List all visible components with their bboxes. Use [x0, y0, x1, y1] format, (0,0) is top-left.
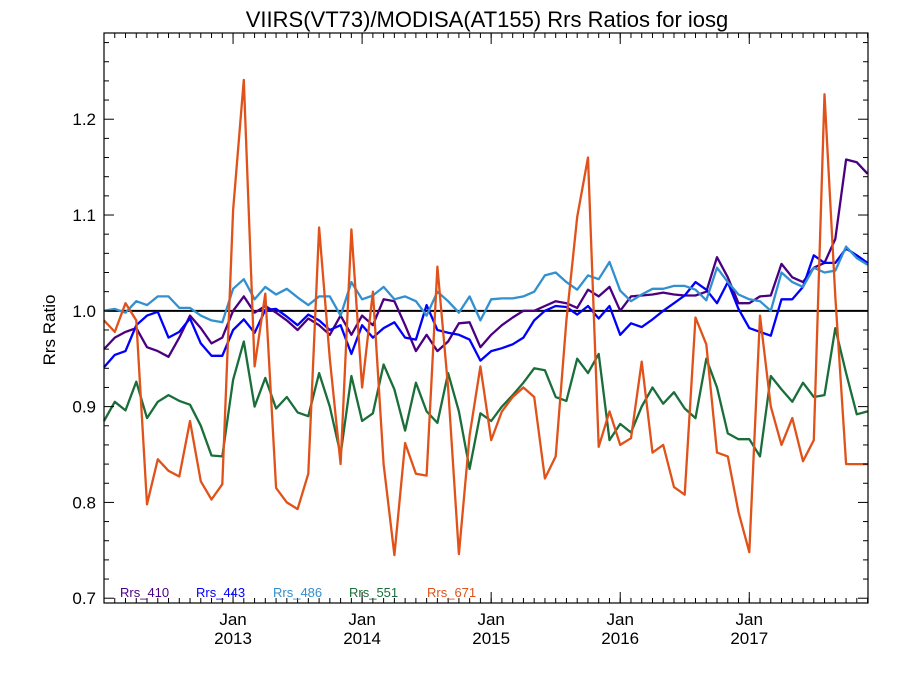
series-line-rrs-551: [102, 326, 868, 471]
legend-item-rrs-443: Rrs_443: [196, 585, 245, 600]
x-tick-label-month: Jan: [348, 610, 375, 629]
x-tick-label-month: Jan: [219, 610, 246, 629]
legend: Rrs_410 Rrs_443 Rrs_486 Rrs_551 Rrs_671: [120, 585, 476, 600]
legend-item-rrs-410: Rrs_410: [120, 585, 169, 600]
series-line-rrs-410: [103, 158, 869, 358]
series-line-rrs-443: [103, 247, 869, 369]
legend-item-rrs-486: Rrs_486: [273, 585, 322, 600]
x-tick-label-year: 2016: [601, 629, 639, 648]
series-line-rrs-671: [103, 78, 868, 557]
plot-frame: [103, 32, 869, 604]
x-tick-label-year: 2014: [343, 629, 381, 648]
legend-item-rrs-551: Rrs_551: [349, 585, 398, 600]
x-tick-label-year: 2013: [214, 629, 252, 648]
legend-item-rrs-671: Rrs_671: [427, 585, 476, 600]
y-axis-label: Rrs Ratio: [40, 295, 59, 366]
chart-title: VIIRS(VT73)/MODISA(AT155) Rrs Ratios for…: [246, 7, 729, 32]
y-tick-label: 1.0: [72, 302, 96, 321]
x-tick-label-year: 2015: [472, 629, 510, 648]
x-tick-label-month: Jan: [607, 610, 634, 629]
y-tick-label: 1.2: [72, 110, 96, 129]
x-tick-label-month: Jan: [477, 610, 504, 629]
y-tick-label: 0.7: [72, 589, 96, 608]
x-tick-label-year: 2017: [730, 629, 768, 648]
y-tick-label: 0.9: [72, 398, 96, 417]
y-tick-label: 1.1: [72, 206, 96, 225]
series-line-rrs-486: [103, 245, 869, 324]
series-layer: [102, 78, 869, 557]
ticks-layer: 0.70.80.91.01.11.2Jan2013Jan2014Jan2015J…: [72, 33, 869, 648]
x-tick-label-month: Jan: [736, 610, 763, 629]
y-tick-label: 0.8: [72, 493, 96, 512]
